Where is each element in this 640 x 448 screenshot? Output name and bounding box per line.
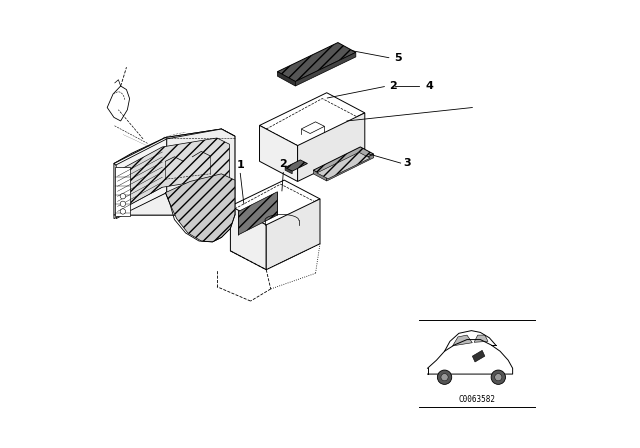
- Polygon shape: [116, 139, 167, 219]
- Circle shape: [120, 209, 125, 214]
- Polygon shape: [285, 168, 292, 174]
- Polygon shape: [301, 122, 324, 134]
- Polygon shape: [278, 72, 296, 86]
- Polygon shape: [114, 182, 235, 219]
- Polygon shape: [115, 167, 130, 216]
- Circle shape: [441, 374, 448, 381]
- Polygon shape: [472, 350, 485, 362]
- Circle shape: [120, 194, 125, 199]
- Polygon shape: [269, 104, 355, 151]
- Text: 2: 2: [389, 81, 397, 91]
- Polygon shape: [314, 147, 374, 177]
- Polygon shape: [114, 129, 235, 171]
- Polygon shape: [165, 174, 235, 242]
- Polygon shape: [167, 129, 235, 193]
- Polygon shape: [298, 113, 365, 181]
- Polygon shape: [118, 138, 230, 211]
- Polygon shape: [266, 99, 358, 148]
- Polygon shape: [235, 184, 316, 227]
- Text: 5: 5: [394, 53, 401, 63]
- Text: 4: 4: [425, 81, 433, 91]
- Polygon shape: [114, 129, 235, 215]
- Polygon shape: [314, 170, 327, 181]
- Polygon shape: [260, 93, 365, 146]
- Polygon shape: [452, 335, 472, 346]
- Polygon shape: [108, 86, 130, 121]
- Text: 2: 2: [280, 159, 287, 169]
- Text: 3: 3: [403, 158, 410, 168]
- Polygon shape: [230, 180, 320, 225]
- Polygon shape: [317, 152, 370, 179]
- Circle shape: [495, 374, 502, 381]
- Polygon shape: [296, 52, 356, 86]
- Circle shape: [120, 201, 125, 207]
- Polygon shape: [260, 125, 298, 181]
- Text: C0063582: C0063582: [458, 395, 495, 404]
- Polygon shape: [266, 199, 320, 270]
- Text: 1: 1: [236, 160, 244, 170]
- Circle shape: [491, 370, 506, 384]
- Polygon shape: [285, 160, 307, 171]
- Polygon shape: [474, 335, 488, 342]
- Polygon shape: [230, 206, 266, 270]
- Polygon shape: [239, 192, 278, 235]
- Circle shape: [437, 370, 452, 384]
- Polygon shape: [278, 43, 356, 82]
- Polygon shape: [327, 154, 374, 181]
